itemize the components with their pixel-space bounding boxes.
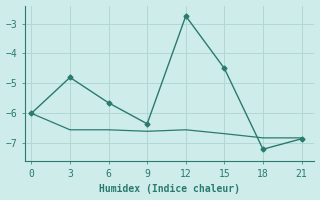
X-axis label: Humidex (Indice chaleur): Humidex (Indice chaleur) xyxy=(99,184,240,194)
